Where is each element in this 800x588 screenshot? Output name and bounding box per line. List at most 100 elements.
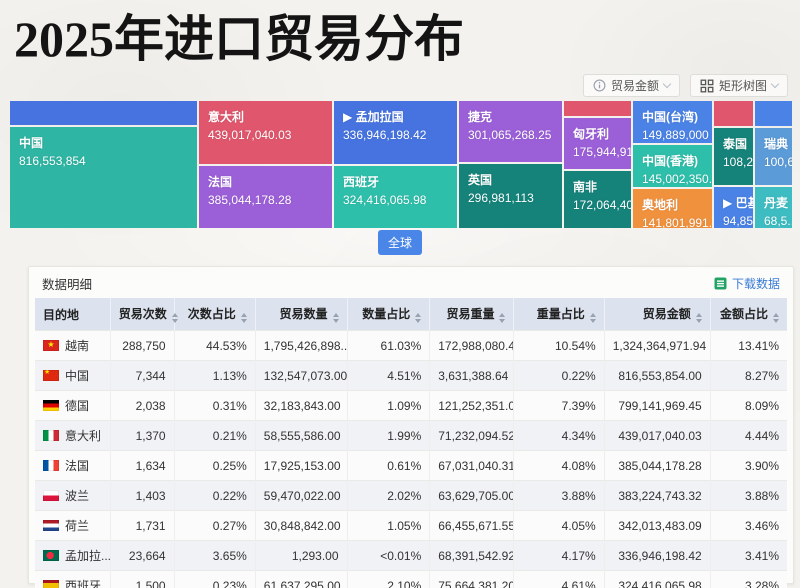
destination-cell: 荷兰 [35,510,111,541]
sort-icon[interactable] [171,313,178,323]
value-cell: 0.27% [173,510,256,541]
value-cell: 7.39% [513,390,605,421]
column-header-label: 贸易数量 [279,307,328,321]
column-header-次数占比[interactable]: 次数占比 [173,298,256,331]
column-header-label: 金额占比 [719,307,768,321]
value-cell: <0.01% [346,540,430,571]
value-cell: 10.54% [513,330,605,361]
treemap-cell-意大利[interactable]: 意大利 439,017,040.03 [199,101,332,164]
table-row-西班牙: 西班牙 1,500 0.23% 61,637,295.00 2.10% 75,664,38… [35,570,787,588]
column-header-label: 重量占比 [536,307,585,321]
toolbar: 贸易金额 矩形树图 [582,74,788,97]
value-cell: 61,637,295.00 [254,570,348,588]
column-header-label: 目的地 [43,307,80,322]
treemap-cell-value: 100,6... [764,155,792,169]
value-cell: 132,547,073.00 [254,360,348,391]
sort-icon[interactable] [773,313,779,323]
column-header-数量占比[interactable]: 数量占比 [346,298,430,331]
treemap-cell-value: 68,5... [764,214,792,228]
value-cell: 30,848,842.00 [254,510,348,541]
treemap-cell-巴基[interactable]: ▶ 巴基... 94,852,... [714,187,753,228]
value-cell: 336,946,198.42 [603,540,711,571]
treemap: 中国 816,553,854 意大利 439,017,040.03 法国 385,044,… [10,101,792,228]
column-header-贸易金额[interactable]: 贸易金额 [603,298,711,331]
sort-icon[interactable] [332,313,339,323]
treemap-cell-英国[interactable]: 英国 296,981,113 [459,164,562,228]
treemap-cell-unlabeled[interactable] [714,101,753,126]
treemap-cell-中国香港[interactable]: 中国(香港) 145,002,350.73 [633,145,712,187]
value-cell: 8.09% [709,390,787,421]
table-row-意大利: 意大利 1,370 0.21% 58,555,586.00 1.99% 71,232,09… [35,420,787,451]
vn-flag-icon [43,340,59,351]
treemap-cell-中国台湾[interactable]: 中国(台湾) 149,889,000 [633,101,712,143]
value-cell: 3.88% [513,480,605,511]
destination-label: 中国 [65,369,90,383]
value-cell: 383,224,743.32 [603,480,711,511]
value-cell: 68,391,542.92 [429,540,514,571]
value-cell: 2,038 [109,390,175,421]
excel-download-icon [714,277,727,290]
sort-icon[interactable] [415,313,422,323]
destination-label: 荷兰 [65,519,90,533]
metric-dropdown[interactable]: 贸易金额 [582,74,680,97]
treemap-cell-瑞典[interactable]: 瑞典 100,6... [755,128,792,185]
value-cell: 121,252,351.00 [429,390,514,421]
value-cell: 0.31% [173,390,256,421]
treemap-cell-奥地利[interactable]: 奥地利 141,801,991.26 [633,189,712,228]
download-data-link[interactable]: 下载数据 [714,275,780,292]
data-table: 目的地 贸易次数 次数占比 贸易数量 数量占比 贸易重量 重量占比 贸易金额 金额占比 越南 28… [35,298,787,588]
value-cell: 3,631,388.64 [429,360,514,391]
value-cell: 4.44% [709,420,787,451]
value-cell: 75,664,381.20 [429,570,514,588]
value-cell: 32,183,843.00 [254,390,348,421]
sort-icon[interactable] [240,313,247,323]
chart-type-dropdown[interactable]: 矩形树图 [689,74,788,97]
value-cell: 71,232,094.52 [429,420,514,451]
treemap-cell-丹麦[interactable]: 丹麦 68,5... [755,187,792,228]
treemap-cell-label: 法国 [208,175,233,189]
column-header-贸易重量[interactable]: 贸易重量 [429,298,514,331]
global-root-button[interactable]: 全球 [377,230,422,255]
treemap-cell-西班牙[interactable]: 西班牙 324,416,065.98 [334,166,457,228]
value-cell: 1,731 [109,510,175,541]
treemap-cell-中国[interactable]: 中国 816,553,854 [10,127,197,228]
column-header-贸易数量[interactable]: 贸易数量 [254,298,348,331]
value-cell: 44.53% [173,330,256,361]
info-circle-icon [593,79,606,92]
treemap-cell-南非[interactable]: 南非 172,064,407.59 [564,171,631,228]
chart-type-dropdown-label: 矩形树图 [718,79,767,93]
value-cell: 288,750 [109,330,175,361]
value-cell: 66,455,671.55 [429,510,514,541]
value-cell: 3.41% [709,540,787,571]
destination-cell: 中国 [35,360,111,391]
treemap-cell-value: 94,852,... [723,214,753,228]
column-header-重量占比[interactable]: 重量占比 [513,298,605,331]
destination-cell: 越南 [35,330,111,361]
sort-icon[interactable] [589,313,596,323]
value-cell: 3.90% [709,450,787,481]
treemap-cell-label: 泰国 [723,137,748,151]
treemap-cell-泰国[interactable]: 泰国 108,27... [714,128,753,185]
treemap-cell-法国[interactable]: 法国 385,044,178.28 [199,166,332,228]
treemap-cell-unlabeled[interactable] [564,101,631,116]
value-cell: 1,324,364,971.94 [603,330,711,361]
treemap-breadcrumb: 全球 [0,230,800,255]
column-header-目的地: 目的地 [35,298,111,331]
value-cell: 8.27% [709,360,787,391]
treemap-cell-unlabeled[interactable] [10,101,197,125]
treemap-cell-label: 意大利 [208,110,245,124]
value-cell: 4.34% [513,420,605,451]
treemap-cell-label: 西班牙 [343,175,380,189]
column-header-金额占比[interactable]: 金额占比 [709,298,787,331]
treemap-cell-捷克[interactable]: 捷克 301,065,268.25 [459,101,562,162]
value-cell: 0.22% [173,480,256,511]
value-cell: 4.51% [346,360,430,391]
sort-icon[interactable] [499,313,506,323]
treemap-cell-unlabeled[interactable] [755,101,792,126]
sort-icon[interactable] [695,313,702,323]
value-cell: 342,013,483.09 [603,510,711,541]
column-header-贸易次数[interactable]: 贸易次数 [109,298,178,331]
treemap-cell-匈牙利[interactable]: 匈牙利 175,944,910.58 [564,118,631,169]
value-cell: 1,293.00 [254,540,348,571]
treemap-cell-孟加拉国[interactable]: ▶ 孟加拉国 336,946,198.42 [334,101,457,164]
